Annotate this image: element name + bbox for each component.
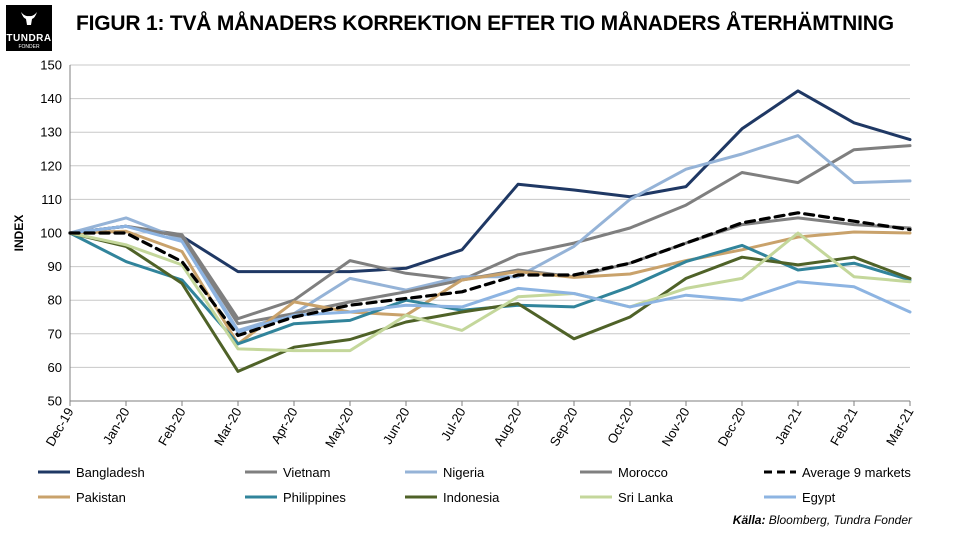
y-tick-label: 80 [48,293,62,308]
series-line-bangladesh [68,89,912,274]
source-label: Källa: [732,513,766,527]
legend-item: Morocco [580,465,668,480]
x-tick-label: Oct-20 [604,405,636,446]
y-axis-title: INDEX [12,215,26,252]
legend-label: Philippines [283,490,346,505]
legend-label: Sri Lanka [618,490,674,505]
x-tick-label: Feb-20 [155,405,189,448]
x-tick-label: Dec-20 [715,405,749,449]
x-tick-label: Mar-21 [883,405,917,448]
legend-item: Nigeria [405,465,485,480]
y-tick-label: 110 [41,192,62,207]
x-tick-label: Nov-20 [659,405,693,449]
legend-item: Average 9 markets [764,465,911,480]
legend-label: Pakistan [76,490,126,505]
source-note: Källa: Bloomberg, Tundra Fonder [733,513,912,527]
y-tick-label: 70 [48,326,62,341]
logo-subtitle: FONDER [18,44,40,50]
y-tick-label: 60 [48,360,62,375]
y-tick-label: 50 [48,394,62,409]
x-tick-label: Aug-20 [491,405,525,449]
legend-label: Vietnam [283,465,330,480]
series-line-sri-lanka [68,231,912,353]
x-tick-label: Sep-20 [547,405,581,449]
x-tick-label: Feb-21 [827,405,861,448]
x-tick-label: May-20 [322,405,357,450]
x-tick-label: Mar-20 [211,405,245,448]
x-tick-label: Apr-20 [268,405,301,446]
legend-item: Pakistan [38,490,126,505]
series-line-vietnam [68,144,912,321]
y-tick-label: 140 [40,91,62,106]
legend-label: Bangladesh [76,465,145,480]
y-tick-label: 130 [40,125,62,140]
y-tick-label: 150 [40,58,62,73]
y-tick-label: 100 [40,226,62,241]
series-line-indonesia [68,231,912,373]
logo-name: TUNDRA [6,33,52,44]
bull-emblem-icon [21,12,37,25]
series-line-egypt [68,224,912,334]
x-tick-label: Dec-19 [43,405,77,449]
legend-label: Indonesia [443,490,500,505]
x-tick-label: Jul-20 [438,405,469,443]
source-text: Bloomberg, Tundra Fonder [765,513,912,527]
legend-item: Vietnam [245,465,330,480]
legend-label: Egypt [802,490,836,505]
tundra-logo: TUNDRA FONDER [6,5,52,51]
legend-item: Sri Lanka [580,490,674,505]
legend-item: Egypt [764,490,836,505]
y-tick-label: 90 [48,259,62,274]
legend-label: Morocco [618,465,668,480]
legend-label: Nigeria [443,465,485,480]
x-tick-label: Jan-20 [100,405,133,447]
x-tick-label: Jan-21 [772,405,805,447]
series-line-average-9-markets [68,211,912,338]
page-title: FIGUR 1: TVÅ MÅNADERS KORREKTION EFTER T… [76,12,894,35]
legend-item: Indonesia [405,490,500,505]
legend-item: Philippines [245,490,346,505]
legend-item: Bangladesh [38,465,145,480]
legend-label: Average 9 markets [802,465,911,480]
x-tick-label: Jun-20 [380,405,413,447]
y-tick-label: 120 [40,158,62,173]
